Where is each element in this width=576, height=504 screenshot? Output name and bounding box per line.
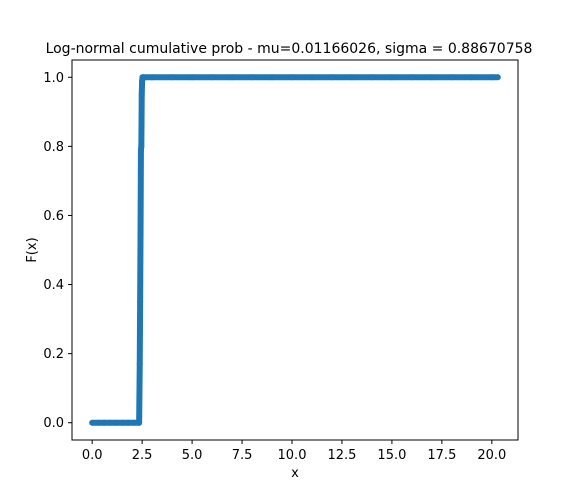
data-point xyxy=(189,74,195,80)
data-point xyxy=(449,74,455,80)
data-point xyxy=(229,74,235,80)
y-axis-label: F(x) xyxy=(25,237,40,262)
x-tick-label: 12.5 xyxy=(327,448,356,463)
data-point xyxy=(95,420,101,426)
y-tick-label: 0.8 xyxy=(43,140,64,155)
data-point xyxy=(389,74,395,80)
data-point xyxy=(169,74,175,80)
x-tick-label: 7.5 xyxy=(232,448,253,463)
data-point xyxy=(101,420,107,426)
chart-title: Log-normal cumulative prob - mu=0.011660… xyxy=(46,41,533,57)
x-tick-label: 20.0 xyxy=(477,448,506,463)
data-point xyxy=(138,143,144,149)
data-point xyxy=(269,74,275,80)
data-point xyxy=(140,74,146,80)
data-point xyxy=(349,74,355,80)
data-point xyxy=(113,420,119,426)
x-tick-label: 10.0 xyxy=(278,448,307,463)
data-point xyxy=(107,420,113,426)
x-tick-label: 15.0 xyxy=(377,448,406,463)
data-point xyxy=(136,420,142,426)
x-tick-label: 5.0 xyxy=(182,448,203,463)
x-tick-label: 2.5 xyxy=(132,448,153,463)
data-point xyxy=(209,74,215,80)
data-point xyxy=(495,74,501,80)
data-point xyxy=(329,74,335,80)
x-tick-label: 0.0 xyxy=(82,448,103,463)
y-tick-label: 0.0 xyxy=(43,416,64,431)
y-tick-label: 0.2 xyxy=(43,347,64,362)
x-tick-label: 17.5 xyxy=(427,448,456,463)
data-point xyxy=(119,420,125,426)
data-point xyxy=(149,74,155,80)
data-point xyxy=(309,74,315,80)
data-point xyxy=(137,361,143,367)
y-tick-label: 0.6 xyxy=(43,209,64,224)
data-point xyxy=(137,299,143,305)
data-point xyxy=(139,92,145,98)
y-tick-label: 0.4 xyxy=(43,278,64,293)
data-point xyxy=(489,74,495,80)
data-point xyxy=(89,420,95,426)
data-point xyxy=(429,74,435,80)
data-point xyxy=(289,74,295,80)
x-axis-label: x xyxy=(291,466,299,481)
data-point xyxy=(369,74,375,80)
y-tick-label: 1.0 xyxy=(43,71,64,86)
data-point xyxy=(409,74,415,80)
data-point xyxy=(249,74,255,80)
data-point xyxy=(125,420,131,426)
data-point xyxy=(469,74,475,80)
data-point xyxy=(138,230,144,236)
